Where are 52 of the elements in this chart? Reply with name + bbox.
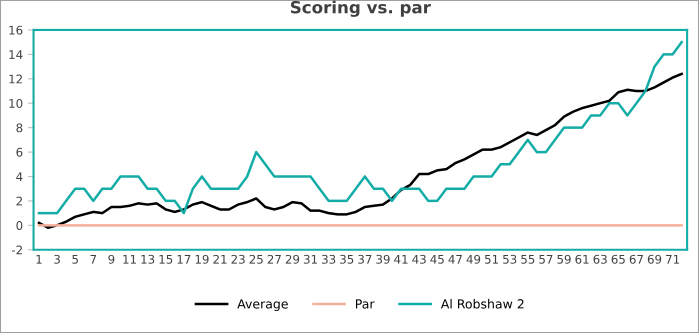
y-tick-label: 0 bbox=[16, 221, 22, 230]
x-tick-label: 55 bbox=[521, 254, 534, 264]
x-tick-label: 13 bbox=[141, 254, 154, 264]
x-tick-label: 33 bbox=[322, 254, 336, 264]
x-tick-label: 19 bbox=[196, 254, 209, 264]
legend-label: Average bbox=[237, 299, 288, 312]
y-tick-label: 14 bbox=[9, 50, 22, 59]
x-tick-label: 11 bbox=[123, 254, 136, 264]
x-tick-label: 47 bbox=[448, 254, 462, 264]
x-tick-label: 69 bbox=[648, 254, 662, 264]
legend-label: Al Robshaw 2 bbox=[440, 298, 524, 309]
x-tick-label: 1 bbox=[36, 254, 42, 264]
x-tick-label: 15 bbox=[160, 254, 172, 264]
x-tick-label: 45 bbox=[430, 254, 444, 264]
x-tick-label: 39 bbox=[376, 254, 390, 264]
x-tick-label: 57 bbox=[539, 254, 552, 264]
x-tick-label: 49 bbox=[466, 254, 480, 264]
x-tick-label: 23 bbox=[231, 254, 245, 264]
x-tick-label: 35 bbox=[340, 254, 354, 264]
line-series bbox=[38, 40, 683, 214]
legend-label: Par bbox=[356, 299, 375, 309]
x-tick-label: 5 bbox=[72, 254, 78, 264]
y-tick-label: 8 bbox=[16, 123, 22, 132]
x-tick-label: 61 bbox=[575, 254, 589, 264]
x-tick-label: 71 bbox=[666, 254, 680, 264]
x-tick-label: 21 bbox=[213, 254, 226, 264]
y-tick-label: 6 bbox=[16, 148, 22, 157]
y-tick-label: 10 bbox=[9, 98, 22, 108]
x-tick-label: 25 bbox=[250, 254, 263, 264]
y-tick-label: 4 bbox=[16, 172, 22, 181]
x-tick-label: 37 bbox=[358, 254, 372, 264]
x-tick-label: 67 bbox=[630, 254, 643, 264]
x-tick-label: 43 bbox=[412, 254, 426, 264]
chart-title: Scoring vs. par bbox=[290, 0, 431, 17]
x-tick-label: 27 bbox=[268, 254, 281, 264]
x-tick-label: 41 bbox=[394, 254, 408, 264]
x-tick-label: 29 bbox=[286, 254, 300, 264]
x-tick-label: 31 bbox=[304, 254, 317, 264]
x-tick-label: 17 bbox=[178, 254, 190, 264]
x-tick-label: 59 bbox=[557, 254, 571, 264]
y-tick-label: -2 bbox=[12, 245, 22, 254]
y-tick-label: 2 bbox=[16, 196, 22, 206]
y-tick-label: 12 bbox=[9, 74, 22, 84]
x-tick-label: 63 bbox=[594, 254, 607, 264]
x-tick-label: 65 bbox=[612, 254, 625, 264]
x-tick-label: 53 bbox=[503, 254, 516, 264]
x-tick-label: 51 bbox=[484, 254, 498, 264]
y-tick-label: 16 bbox=[9, 26, 22, 35]
line-series bbox=[38, 72, 683, 230]
x-tick-label: 7 bbox=[90, 254, 96, 264]
x-tick-label: 3 bbox=[54, 254, 60, 264]
x-tick-label: 9 bbox=[108, 254, 114, 264]
